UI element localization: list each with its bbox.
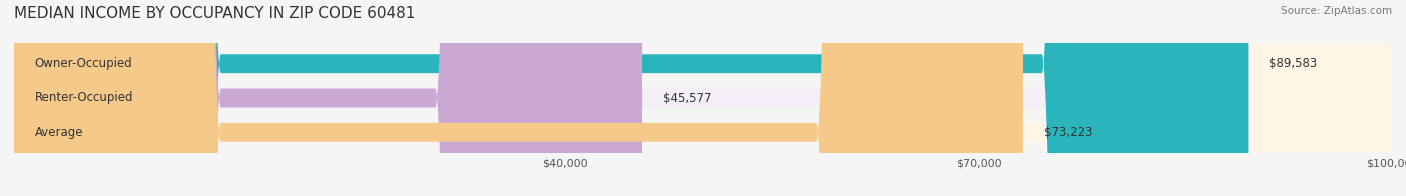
Text: Owner-Occupied: Owner-Occupied (35, 57, 132, 70)
Text: $89,583: $89,583 (1270, 57, 1317, 70)
Text: $45,577: $45,577 (662, 92, 711, 104)
FancyBboxPatch shape (14, 0, 1024, 196)
Text: Average: Average (35, 126, 83, 139)
Text: Source: ZipAtlas.com: Source: ZipAtlas.com (1281, 6, 1392, 16)
FancyBboxPatch shape (14, 0, 1249, 196)
FancyBboxPatch shape (14, 0, 1392, 196)
FancyBboxPatch shape (14, 0, 1392, 196)
Text: $73,223: $73,223 (1043, 126, 1092, 139)
FancyBboxPatch shape (14, 0, 1392, 196)
Text: Renter-Occupied: Renter-Occupied (35, 92, 134, 104)
FancyBboxPatch shape (14, 0, 643, 196)
Text: MEDIAN INCOME BY OCCUPANCY IN ZIP CODE 60481: MEDIAN INCOME BY OCCUPANCY IN ZIP CODE 6… (14, 6, 415, 21)
